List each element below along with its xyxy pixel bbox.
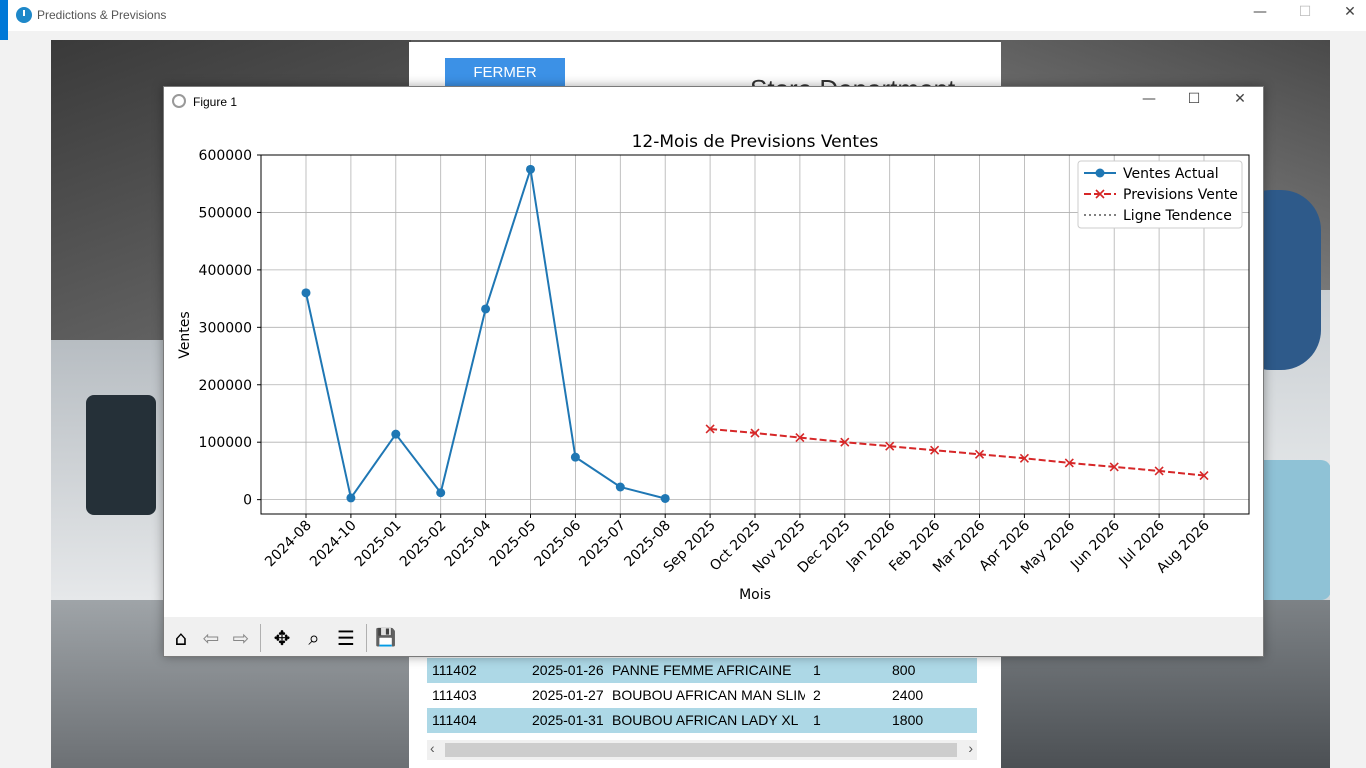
chart-title: 12-Mois de Previsions Ventes [632, 132, 879, 152]
app-minimize-button[interactable]: — [1253, 4, 1267, 20]
y-axis-label: Ventes [177, 311, 193, 358]
cell-qty: 1 [813, 662, 821, 678]
y-tick-label: 100000 [199, 435, 252, 451]
data-point [885, 441, 895, 451]
y-tick-label: 0 [243, 493, 252, 509]
toolbar-separator [366, 624, 367, 652]
x-axis-ticks: 2024-082024-102025-012025-022025-042025-… [262, 514, 1213, 578]
data-point [1064, 458, 1074, 468]
toolbar-separator [260, 624, 261, 652]
cell-amount: 800 [892, 662, 916, 678]
data-point [1109, 462, 1119, 472]
cell-date: 2025-01-27 [532, 687, 604, 703]
zoom-icon[interactable]: ⌕ [308, 626, 320, 650]
data-point [346, 493, 356, 503]
table-row[interactable]: 111402 2025-01-26 PANNE FEMME AFRICAINE … [427, 658, 977, 683]
cell-amount: 2400 [892, 687, 924, 703]
series-line-1 [710, 427, 1205, 477]
x-tick-label: 2025-01 [352, 518, 405, 571]
cell-product: BOUBOU AFRICAN MAN SLIM [612, 687, 805, 703]
data-point [301, 288, 311, 298]
app-maximize-button[interactable]: ☐ [1298, 4, 1312, 20]
x-tick-label: 2025-04 [442, 517, 495, 570]
x-tick-label: 2025-06 [532, 517, 585, 570]
figure-minimize-button[interactable]: — [1142, 91, 1156, 107]
figure-window: Figure 1 — ☐ ✕ 12-Mois de Previsions Ven… [163, 86, 1264, 657]
cell-qty: 2 [813, 687, 821, 703]
data-point [1154, 466, 1164, 476]
window-accent-strip [0, 0, 8, 40]
cell-id: 111404 [432, 712, 477, 728]
cell-amount: 1800 [892, 712, 924, 728]
data-point [1199, 470, 1209, 481]
legend-marker [1095, 168, 1105, 178]
legend-label: Ventes Actual [1123, 166, 1219, 182]
x-tick-label: 2024-10 [307, 518, 360, 571]
x-tick-label: 2024-08 [262, 518, 315, 571]
data-point [930, 445, 940, 455]
cell-date: 2025-01-31 [532, 712, 604, 728]
data-point [436, 488, 446, 498]
app-title: Predictions & Previsions [37, 8, 167, 22]
cell-date: 2025-01-26 [532, 662, 604, 678]
save-icon[interactable]: 💾 [375, 628, 397, 648]
legend-marker [1095, 189, 1105, 199]
data-point [481, 304, 491, 314]
x-tick-label: 2025-02 [397, 518, 450, 571]
x-tick-label: Jun 2026 [1067, 517, 1123, 573]
data-point [660, 493, 670, 503]
y-tick-label: 300000 [199, 320, 252, 336]
y-tick-label: 200000 [199, 378, 252, 394]
series-lines [301, 164, 1209, 503]
y-axis-ticks: 0 100000 200000 300000 400000 500000 600000 [199, 148, 261, 509]
app-titlebar [0, 0, 1366, 31]
cell-id: 111403 [432, 687, 477, 703]
legend-label: Ligne Tendence [1123, 208, 1232, 224]
cell-product: BOUBOU AFRICAN LADY XL [612, 712, 799, 728]
cell-qty: 1 [813, 712, 821, 728]
data-point [615, 482, 625, 492]
x-tick-label: 2025-05 [487, 518, 540, 571]
chart: 12-Mois de Previsions Ventes 0 100000 2000… [177, 132, 1250, 603]
figure-maximize-button[interactable]: ☐ [1187, 91, 1201, 107]
home-icon[interactable]: ⌂ [174, 626, 188, 650]
horizontal-scrollbar[interactable]: ‹ › [427, 740, 977, 760]
table-row[interactable]: 111404 2025-01-31 BOUBOU AFRICAN LADY XL… [427, 708, 977, 733]
cell-id: 111402 [432, 662, 477, 678]
data-point [974, 449, 985, 459]
pan-icon[interactable]: ✥ [273, 626, 291, 650]
data-point [570, 452, 580, 462]
x-tick-label: 2025-07 [576, 518, 629, 571]
scrollbar-thumb[interactable] [445, 743, 957, 757]
data-point [840, 437, 850, 447]
y-tick-label: 400000 [199, 263, 252, 279]
configure-subplots-icon[interactable]: ☰ [337, 626, 355, 650]
app-close-button[interactable]: ✕ [1344, 4, 1356, 20]
figure-toolbar: ⌂ ⇦ ⇨ ✥ ⌕ ☰ 💾 [164, 617, 1263, 656]
scroll-left-arrow-icon[interactable]: ‹ [430, 740, 435, 756]
data-point [526, 164, 535, 174]
table-row[interactable]: 111403 2025-01-27 BOUBOU AFRICAN MAN SLI… [427, 683, 977, 708]
y-tick-label: 500000 [199, 205, 252, 221]
legend: Ventes Actual Previsions Vente Ligne Tende… [1077, 160, 1243, 229]
power-icon [16, 7, 32, 23]
fermer-button[interactable]: FERMER [445, 58, 565, 88]
legend-label: Previsions Vente [1123, 187, 1238, 203]
data-point [391, 429, 401, 439]
matplotlib-icon [172, 94, 186, 108]
y-tick-label: 600000 [199, 148, 252, 164]
forward-arrow-icon[interactable]: ⇨ [232, 626, 250, 650]
figure-close-button[interactable]: ✕ [1234, 91, 1246, 107]
data-point [1019, 453, 1029, 463]
back-arrow-icon[interactable]: ⇦ [202, 626, 220, 650]
figure-title: Figure 1 [193, 95, 238, 109]
data-point [705, 424, 715, 434]
data-point [795, 433, 805, 443]
x-axis-label: Mois [739, 587, 771, 603]
cell-product: PANNE FEMME AFRICAINE [612, 662, 792, 678]
data-point [750, 428, 760, 438]
legend-box [1077, 160, 1243, 229]
scroll-right-arrow-icon[interactable]: › [968, 740, 973, 756]
